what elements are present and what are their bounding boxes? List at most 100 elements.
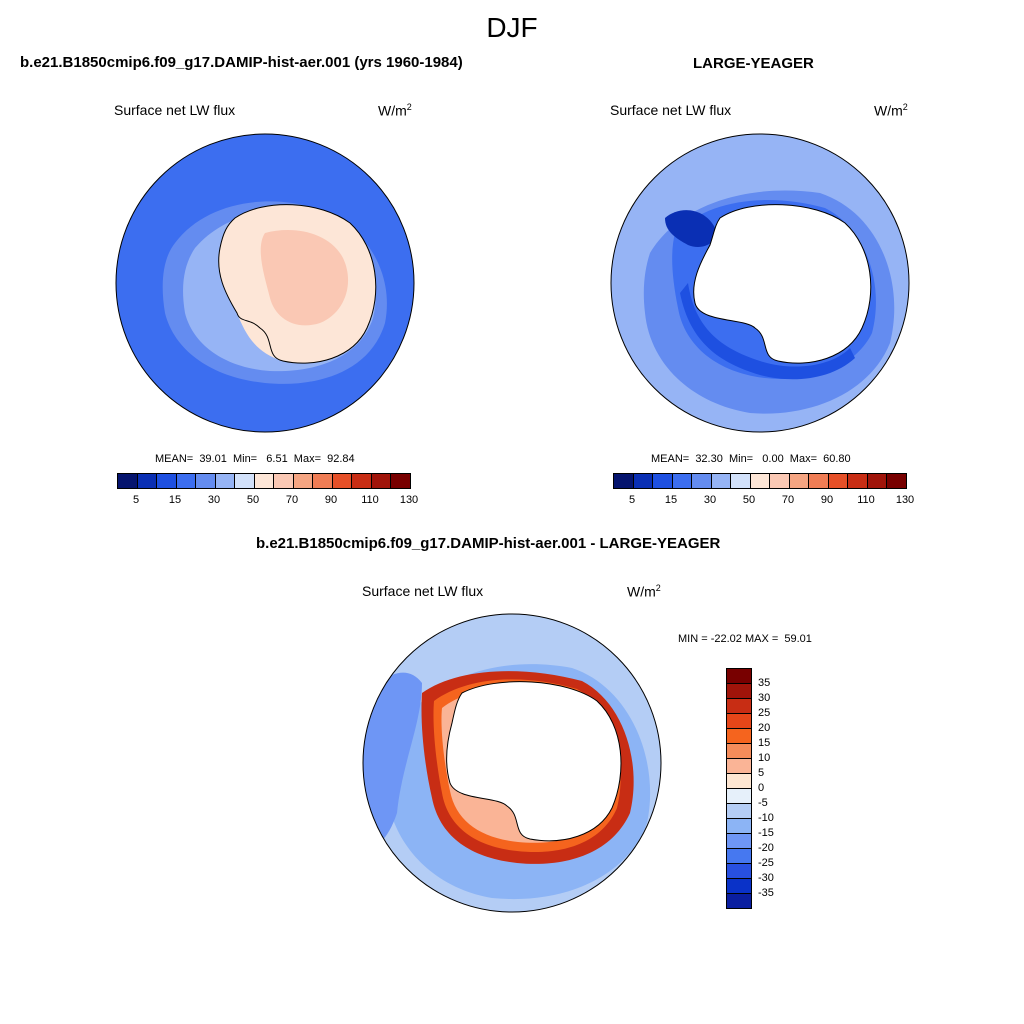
- panel3-coastline: [446, 681, 622, 842]
- panel2-tick: 90: [820, 494, 834, 506]
- panel3-units: W/m2: [627, 583, 661, 600]
- panel2-colorbar-swatch: [770, 474, 790, 488]
- panel2-colorbar-swatch: [867, 474, 888, 488]
- panel2-tick: 30: [703, 494, 717, 506]
- panel3-colorbar-swatch: [727, 804, 751, 819]
- panel3-tick: -15: [758, 827, 774, 839]
- panel1-colorbar: [117, 473, 411, 489]
- panel3-ocean-negative-patch: [363, 672, 422, 847]
- panel3-tick: 15: [758, 737, 771, 749]
- panel3-tick: -35: [758, 887, 774, 899]
- panel1-coastline: [218, 204, 377, 364]
- panel1-colorbar-swatch: [196, 474, 216, 488]
- panel3-colorbar-swatch: [727, 894, 751, 908]
- panel3-colorbar-swatch: [727, 879, 751, 894]
- panel1-colorbar-swatch: [118, 474, 138, 488]
- panel3-field-label: Surface net LW flux: [362, 583, 484, 599]
- panel1-colorbar-swatch: [332, 474, 353, 488]
- panel3-colorbar-swatch: [727, 684, 751, 699]
- panel2-colorbar-swatch: [789, 474, 810, 488]
- panel1-colorbar-swatch: [235, 474, 255, 488]
- panel3-colorbar-swatch: [727, 744, 751, 759]
- panel3-tick: -5: [758, 797, 768, 809]
- panel1-title: b.e21.B1850cmip6.f09_g17.DAMIP-hist-aer.…: [20, 54, 463, 71]
- panel2-colorbar-swatch: [731, 474, 751, 488]
- panel2-colorbar-swatch: [653, 474, 673, 488]
- panel2-colorbar-swatch: [750, 474, 771, 488]
- panel3-tick: -10: [758, 812, 774, 824]
- panel2-tick: 5: [628, 494, 636, 506]
- panel3-tick: 5: [758, 767, 765, 779]
- panel3-tick: -20: [758, 842, 774, 854]
- panel2-map-border: [610, 133, 910, 433]
- panel1-tick: 15: [168, 494, 182, 506]
- panel3-colorbar-swatch: [727, 774, 751, 789]
- panel2-coastal-minimum: [665, 210, 716, 248]
- panel2-colorbar-swatch: [633, 474, 654, 488]
- panel1-tick: 90: [324, 494, 338, 506]
- panel1-colorbar-swatch: [137, 474, 158, 488]
- panel1-colorbar-swatch: [157, 474, 177, 488]
- panel1-colorbar-swatch: [293, 474, 314, 488]
- panel1-colorbar-ticks: 5 15 30 50 70 90 110 130: [117, 494, 418, 508]
- panel2-colorbar-swatch: [672, 474, 693, 488]
- panel3-map: [362, 613, 662, 913]
- panel3-colorbar-swatch: [727, 699, 751, 714]
- panel2-tick: 130: [895, 494, 915, 506]
- panel1-colorbar-swatch: [352, 474, 372, 488]
- panel3-colorbar-swatch: [727, 714, 751, 729]
- panel1-colorbar-swatch: [176, 474, 197, 488]
- panel1-stats: MEAN= 39.01 Min= 6.51 Max= 92.84: [155, 453, 355, 465]
- panel2-map: [610, 133, 910, 433]
- panel1-tick: 130: [399, 494, 419, 506]
- panel3-colorbar-swatch: [727, 864, 751, 879]
- panel3-colorbar: [726, 668, 752, 909]
- panel1-tick: 30: [207, 494, 221, 506]
- panel3-tick: 20: [758, 722, 771, 734]
- panel3-colorbar-swatch: [727, 834, 751, 849]
- panel3-map-border: [362, 613, 662, 913]
- panel1-colorbar-swatch: [371, 474, 392, 488]
- panel3-tick: 10: [758, 752, 771, 764]
- panel3-colorbar-swatch: [727, 849, 751, 864]
- panel3-tick: 0: [758, 782, 765, 794]
- panel2-colorbar-swatch: [692, 474, 712, 488]
- panel1-map-border: [115, 133, 415, 433]
- panel2-tick: 50: [742, 494, 756, 506]
- panel1-colorbar-swatch: [215, 474, 236, 488]
- panel3-colorbar-swatch: [727, 669, 751, 684]
- panel3-tick: -30: [758, 872, 774, 884]
- panel3-colorbar-swatch: [727, 759, 751, 774]
- panel3-title: b.e21.B1850cmip6.f09_g17.DAMIP-hist-aer.…: [256, 535, 721, 552]
- panel2-field-label: Surface net LW flux: [610, 102, 732, 118]
- panel1-field-label: Surface net LW flux: [114, 102, 236, 118]
- figure-title: DJF: [486, 12, 538, 43]
- panel2-tick: 15: [664, 494, 678, 506]
- panel3-colorbar-swatch: [727, 819, 751, 834]
- panel2-colorbar-swatch: [711, 474, 732, 488]
- panel1-colorbar-swatch: [254, 474, 275, 488]
- panel2-coastal-edge: [680, 283, 855, 380]
- panel1-colorbar-swatch: [313, 474, 333, 488]
- panel2-tick: 70: [781, 494, 795, 506]
- panel3-tick: 30: [758, 692, 771, 704]
- panel1-map: [115, 133, 415, 433]
- panel2-colorbar-ticks: 5 15 30 50 70 90 110 130: [613, 494, 914, 508]
- panel1-tick: 110: [361, 494, 379, 506]
- panel2-land-mask: [693, 204, 871, 364]
- panel2-colorbar-swatch: [848, 474, 868, 488]
- panel1-units: W/m2: [378, 102, 412, 119]
- panel1-colorbar-swatch: [391, 474, 410, 488]
- panel2-colorbar-swatch: [828, 474, 849, 488]
- panel3-tick: 35: [758, 677, 771, 689]
- panel2-units: W/m2: [874, 102, 908, 119]
- panel3-tick: 25: [758, 707, 771, 719]
- panel2-colorbar-swatch: [809, 474, 829, 488]
- panel2-title: LARGE-YEAGER: [693, 55, 814, 72]
- panel2-colorbar-swatch: [614, 474, 634, 488]
- panel3-colorbar-swatch: [727, 789, 751, 804]
- panel1-tick: 70: [285, 494, 299, 506]
- panel2-coastline: [693, 204, 872, 364]
- panel3-stats: MIN = -22.02 MAX = 59.01: [678, 633, 812, 645]
- panel1-colorbar-swatch: [274, 474, 294, 488]
